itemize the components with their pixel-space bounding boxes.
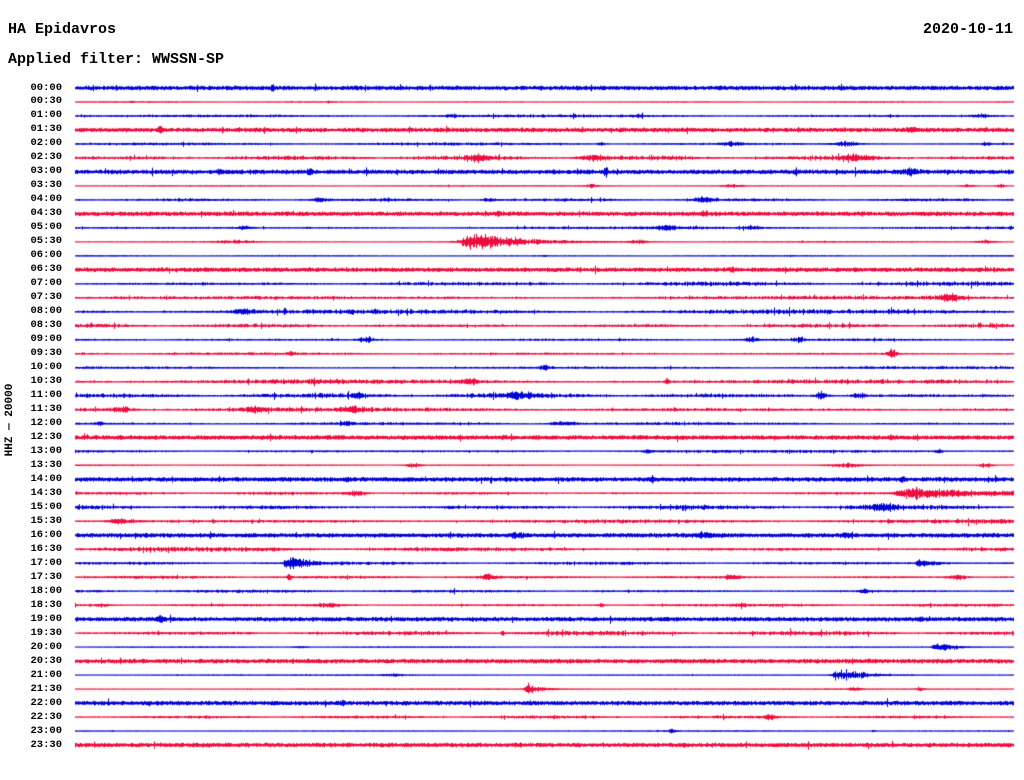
time-label-0630: 06:30 [30, 263, 62, 276]
time-label-1930: 19:30 [30, 626, 62, 639]
time-label-0400: 04:00 [30, 193, 62, 206]
time-label-0900: 09:00 [30, 333, 62, 346]
time-label-2130: 21:30 [30, 682, 62, 695]
time-label-1400: 14:00 [30, 472, 62, 485]
time-label-1330: 13:30 [30, 458, 62, 471]
time-label-1430: 14:30 [30, 486, 62, 499]
time-label-2200: 22:00 [30, 696, 62, 709]
time-label-0830: 08:30 [30, 319, 62, 332]
time-label-1230: 12:30 [30, 431, 62, 443]
time-label-1500: 15:00 [30, 500, 62, 513]
time-label-2000: 20:00 [30, 640, 62, 653]
time-label-0700: 07:00 [30, 277, 62, 290]
time-label-0030: 00:30 [30, 95, 62, 108]
time-label-0130: 01:30 [30, 123, 62, 136]
time-label-0000: 00:00 [30, 81, 62, 94]
time-label-1600: 16:00 [30, 528, 62, 541]
time-label-1100: 11:00 [30, 389, 62, 402]
time-label-0230: 02:30 [30, 151, 62, 164]
time-label-0730: 07:30 [30, 291, 62, 304]
time-label-0200: 02:00 [30, 137, 62, 150]
time-label-2100: 21:00 [30, 668, 62, 681]
time-label-2300: 23:00 [30, 724, 62, 737]
time-label-0300: 03:00 [30, 165, 62, 178]
time-label-1830: 18:30 [30, 598, 62, 611]
time-label-2230: 22:30 [30, 710, 62, 723]
time-label-0930: 09:30 [30, 347, 62, 360]
time-label-1530: 15:30 [30, 514, 62, 527]
time-label-0430: 04:30 [30, 207, 62, 220]
time-label-1800: 18:00 [30, 584, 62, 597]
time-label-0600: 06:00 [30, 249, 62, 262]
time-label-2330: 23:30 [30, 738, 62, 751]
time-label-1630: 16:30 [30, 542, 62, 555]
time-label-2030: 20:30 [30, 654, 62, 667]
time-label-1900: 19:00 [30, 612, 62, 625]
time-label-0330: 03:30 [30, 179, 62, 192]
time-label-0500: 05:00 [30, 221, 62, 234]
time-label-1700: 17:00 [30, 556, 62, 569]
time-label-1000: 10:00 [30, 361, 62, 374]
time-label-1030: 10:30 [30, 375, 62, 388]
time-label-0100: 01:00 [30, 109, 62, 122]
time-label-1200: 12:00 [30, 417, 62, 430]
time-label-1130: 11:30 [30, 403, 62, 416]
time-label-1730: 17:30 [30, 570, 62, 583]
time-label-1300: 13:00 [30, 444, 62, 457]
time-label-0530: 05:30 [30, 235, 62, 248]
time-label-0800: 08:00 [30, 305, 62, 318]
